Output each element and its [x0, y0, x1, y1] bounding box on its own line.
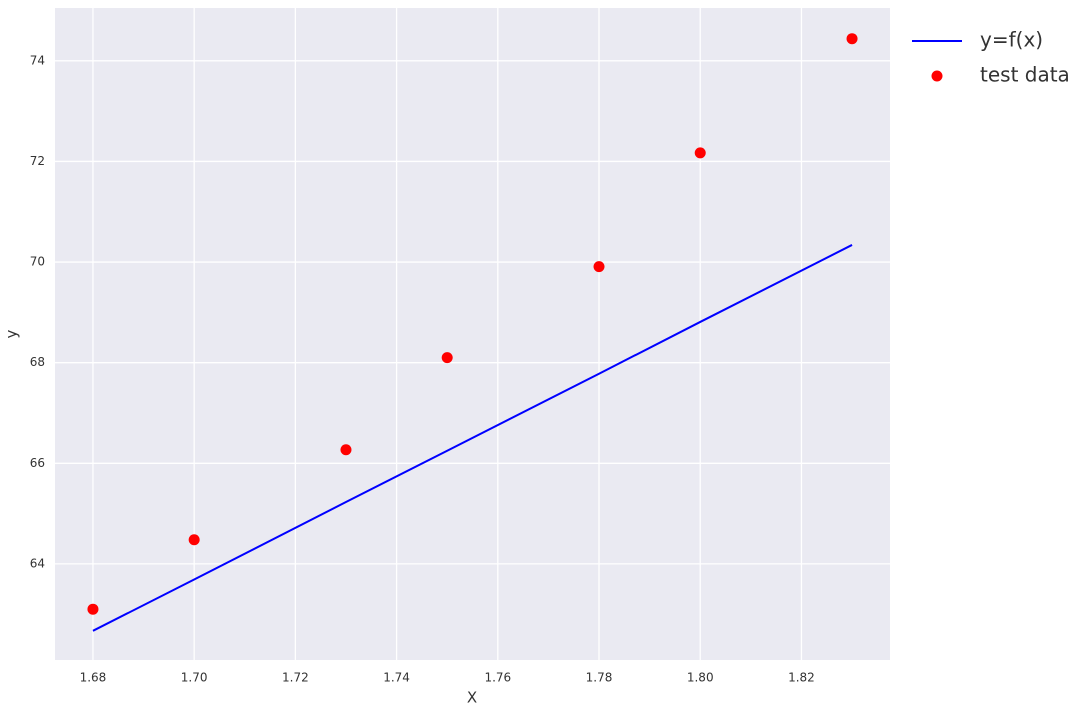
x-tick-label: 1.70: [181, 671, 208, 685]
x-tick-label: 1.68: [80, 671, 107, 685]
scatter-point: [188, 534, 200, 546]
scatter-point: [340, 444, 352, 456]
y-tick-label: 66: [30, 456, 45, 470]
scatter-point: [441, 352, 453, 364]
scatter-point: [87, 603, 99, 615]
scatter-point: [694, 147, 706, 159]
y-tick-label: 74: [30, 53, 45, 67]
x-axis-label: X: [467, 689, 477, 707]
x-tick-label: 1.72: [282, 671, 309, 685]
x-tick-label: 1.82: [788, 671, 815, 685]
scatter-point: [846, 33, 858, 45]
legend-label: test data: [980, 63, 1070, 87]
legend-label: y=f(x): [980, 28, 1043, 52]
y-tick-label: 64: [30, 556, 45, 570]
plot-area: [55, 8, 890, 660]
x-tick-label: 1.78: [586, 671, 613, 685]
legend-swatch: [931, 70, 943, 82]
scatter-point: [593, 261, 605, 273]
y-axis-label: y: [3, 329, 21, 338]
x-tick-label: 1.76: [484, 671, 511, 685]
y-tick-label: 72: [30, 154, 45, 168]
x-tick-label: 1.74: [383, 671, 410, 685]
y-tick-label: 68: [30, 355, 45, 369]
x-tick-label: 1.80: [687, 671, 714, 685]
y-tick-label: 70: [30, 255, 45, 269]
line: [92, 244, 853, 632]
